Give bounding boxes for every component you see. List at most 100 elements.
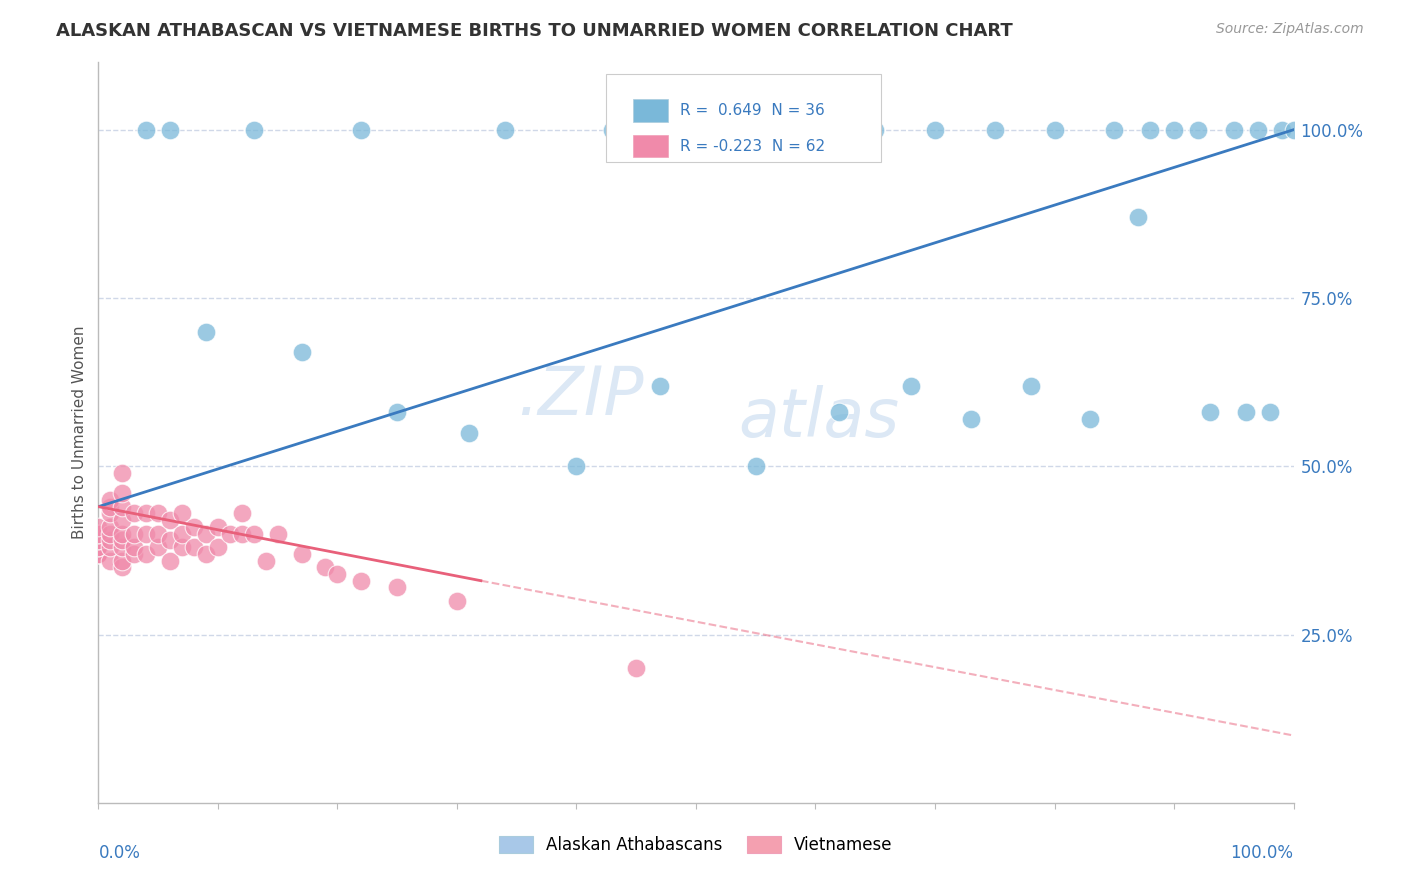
Point xyxy=(291,344,314,359)
Point xyxy=(385,581,409,595)
Point xyxy=(111,486,134,500)
Point xyxy=(159,122,181,136)
Point xyxy=(254,553,277,567)
Text: 100.0%: 100.0% xyxy=(1230,844,1294,862)
Point xyxy=(98,492,122,507)
Point xyxy=(1247,122,1270,136)
Point xyxy=(172,540,194,554)
Point xyxy=(195,325,218,339)
Point xyxy=(98,540,122,554)
Text: 0.0%: 0.0% xyxy=(98,844,141,862)
Point xyxy=(231,507,253,521)
Text: atlas: atlas xyxy=(738,384,898,450)
Point xyxy=(458,425,481,440)
Point xyxy=(1163,122,1185,136)
Point xyxy=(1043,122,1066,136)
Y-axis label: Births to Unmarried Women: Births to Unmarried Women xyxy=(72,326,87,540)
Point xyxy=(828,405,851,419)
Point xyxy=(350,122,373,136)
Point xyxy=(326,566,349,581)
Point xyxy=(159,553,181,567)
Point xyxy=(350,574,373,588)
Point xyxy=(111,533,134,548)
Legend: Alaskan Athabascans, Vietnamese: Alaskan Athabascans, Vietnamese xyxy=(499,836,893,854)
Point xyxy=(1282,122,1305,136)
Point xyxy=(207,520,229,534)
Point xyxy=(207,540,229,554)
Point xyxy=(87,526,110,541)
Point xyxy=(1187,122,1209,136)
Point xyxy=(87,533,110,548)
Point xyxy=(1199,405,1222,419)
Point xyxy=(1234,405,1257,419)
Point xyxy=(159,533,181,548)
Point xyxy=(124,507,146,521)
Point xyxy=(87,520,110,534)
Point xyxy=(98,500,122,514)
Point xyxy=(219,526,242,541)
Point xyxy=(87,540,110,554)
Point xyxy=(111,466,134,480)
FancyBboxPatch shape xyxy=(633,135,668,157)
Point xyxy=(87,540,110,554)
Point xyxy=(135,507,157,521)
Point xyxy=(315,560,337,574)
Point xyxy=(87,526,110,541)
Point xyxy=(291,547,314,561)
Point xyxy=(124,526,146,541)
FancyBboxPatch shape xyxy=(633,99,668,121)
Point xyxy=(172,526,194,541)
Point xyxy=(565,459,588,474)
Point xyxy=(446,594,468,608)
Point xyxy=(960,412,983,426)
Text: ALASKAN ATHABASCAN VS VIETNAMESE BIRTHS TO UNMARRIED WOMEN CORRELATION CHART: ALASKAN ATHABASCAN VS VIETNAMESE BIRTHS … xyxy=(56,22,1012,40)
Point xyxy=(984,122,1007,136)
Point xyxy=(1019,378,1042,392)
Point xyxy=(385,405,409,419)
Point xyxy=(1139,122,1161,136)
Point xyxy=(111,513,134,527)
Text: .ZIP: .ZIP xyxy=(517,363,643,428)
Point xyxy=(195,547,218,561)
Point xyxy=(148,540,170,554)
FancyBboxPatch shape xyxy=(606,73,882,162)
Point xyxy=(745,459,768,474)
Point xyxy=(172,507,194,521)
Point xyxy=(1080,412,1102,426)
Point xyxy=(243,122,266,136)
Point xyxy=(111,526,134,541)
Point xyxy=(135,122,157,136)
Text: R = -0.223  N = 62: R = -0.223 N = 62 xyxy=(681,138,825,153)
Point xyxy=(924,122,946,136)
Point xyxy=(243,526,266,541)
Point xyxy=(780,122,803,136)
Point xyxy=(98,526,122,541)
Point xyxy=(865,122,887,136)
Point xyxy=(98,553,122,567)
Text: R =  0.649  N = 36: R = 0.649 N = 36 xyxy=(681,103,825,118)
Point xyxy=(697,122,720,136)
Point xyxy=(135,547,157,561)
Point xyxy=(98,520,122,534)
Point xyxy=(1223,122,1246,136)
Point xyxy=(626,661,648,675)
Point xyxy=(183,520,205,534)
Point xyxy=(267,526,290,541)
Point xyxy=(111,560,134,574)
Point xyxy=(87,547,110,561)
Point xyxy=(1258,405,1281,419)
Point xyxy=(195,526,218,541)
Text: Source: ZipAtlas.com: Source: ZipAtlas.com xyxy=(1216,22,1364,37)
Point xyxy=(111,540,134,554)
Point xyxy=(124,547,146,561)
Point xyxy=(111,553,134,567)
Point xyxy=(1104,122,1126,136)
Point xyxy=(1128,211,1150,225)
Point xyxy=(98,507,122,521)
Point xyxy=(648,378,672,392)
Point xyxy=(900,378,922,392)
Point xyxy=(87,547,110,561)
Point xyxy=(111,500,134,514)
Point xyxy=(1271,122,1294,136)
Point xyxy=(602,122,624,136)
